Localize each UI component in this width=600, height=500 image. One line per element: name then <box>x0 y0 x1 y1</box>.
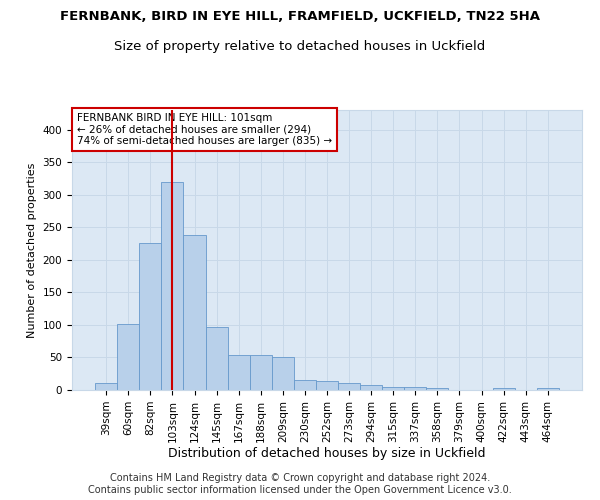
Bar <box>338 384 360 390</box>
Bar <box>184 235 206 390</box>
Bar <box>250 355 272 390</box>
X-axis label: Distribution of detached houses by size in Uckfield: Distribution of detached houses by size … <box>168 448 486 460</box>
Bar <box>316 381 338 390</box>
Bar <box>139 244 161 390</box>
Bar <box>382 386 404 390</box>
Text: Size of property relative to detached houses in Uckfield: Size of property relative to detached ho… <box>115 40 485 53</box>
Bar <box>161 182 184 390</box>
Bar <box>117 324 139 390</box>
Bar <box>360 385 382 390</box>
Bar <box>206 327 227 390</box>
Bar <box>404 388 427 390</box>
Bar <box>493 388 515 390</box>
Bar <box>427 388 448 390</box>
Bar <box>294 380 316 390</box>
Bar <box>537 388 559 390</box>
Bar <box>272 358 294 390</box>
Bar <box>227 355 250 390</box>
Text: FERNBANK, BIRD IN EYE HILL, FRAMFIELD, UCKFIELD, TN22 5HA: FERNBANK, BIRD IN EYE HILL, FRAMFIELD, U… <box>60 10 540 23</box>
Text: FERNBANK BIRD IN EYE HILL: 101sqm
← 26% of detached houses are smaller (294)
74%: FERNBANK BIRD IN EYE HILL: 101sqm ← 26% … <box>77 113 332 146</box>
Y-axis label: Number of detached properties: Number of detached properties <box>27 162 37 338</box>
Text: Contains HM Land Registry data © Crown copyright and database right 2024.
Contai: Contains HM Land Registry data © Crown c… <box>88 474 512 495</box>
Bar <box>95 384 117 390</box>
